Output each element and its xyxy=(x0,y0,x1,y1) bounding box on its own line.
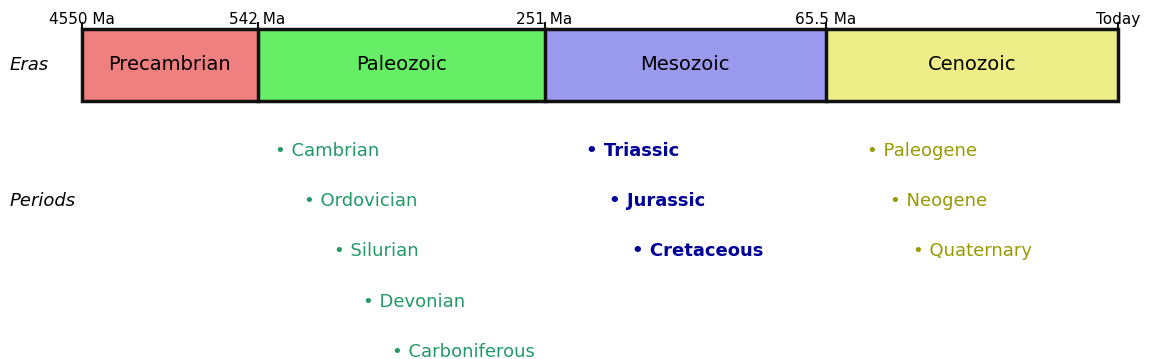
Text: • Cretaceous: • Cretaceous xyxy=(632,242,763,260)
Text: 542 Ma: 542 Ma xyxy=(230,12,286,27)
Text: • Jurassic: • Jurassic xyxy=(609,192,705,210)
Text: 4550 Ma: 4550 Ma xyxy=(49,12,115,27)
Bar xyxy=(258,29,545,101)
Text: Eras: Eras xyxy=(9,56,48,74)
Text: • Quaternary: • Quaternary xyxy=(913,242,1033,260)
Text: • Cambrian: • Cambrian xyxy=(275,142,379,160)
Text: • Silurian: • Silurian xyxy=(334,242,418,260)
Text: Cenozoic: Cenozoic xyxy=(927,55,1016,74)
Bar xyxy=(545,29,826,101)
Text: Periods: Periods xyxy=(9,192,75,210)
Bar xyxy=(82,29,258,101)
Text: • Carboniferous: • Carboniferous xyxy=(392,343,535,359)
Text: • Ordovician: • Ordovician xyxy=(304,192,418,210)
Text: • Paleogene: • Paleogene xyxy=(867,142,977,160)
Text: Paleozoic: Paleozoic xyxy=(356,55,446,74)
Text: • Devonian: • Devonian xyxy=(363,293,465,311)
Bar xyxy=(826,29,1118,101)
Text: Today: Today xyxy=(1096,12,1141,27)
Text: 251 Ma: 251 Ma xyxy=(516,12,573,27)
Text: • Neogene: • Neogene xyxy=(890,192,987,210)
Text: 65.5 Ma: 65.5 Ma xyxy=(795,12,856,27)
Text: Precambrian: Precambrian xyxy=(109,55,231,74)
Bar xyxy=(82,29,1118,101)
Text: • Triassic: • Triassic xyxy=(586,142,679,160)
Text: Mesozoic: Mesozoic xyxy=(641,55,730,74)
